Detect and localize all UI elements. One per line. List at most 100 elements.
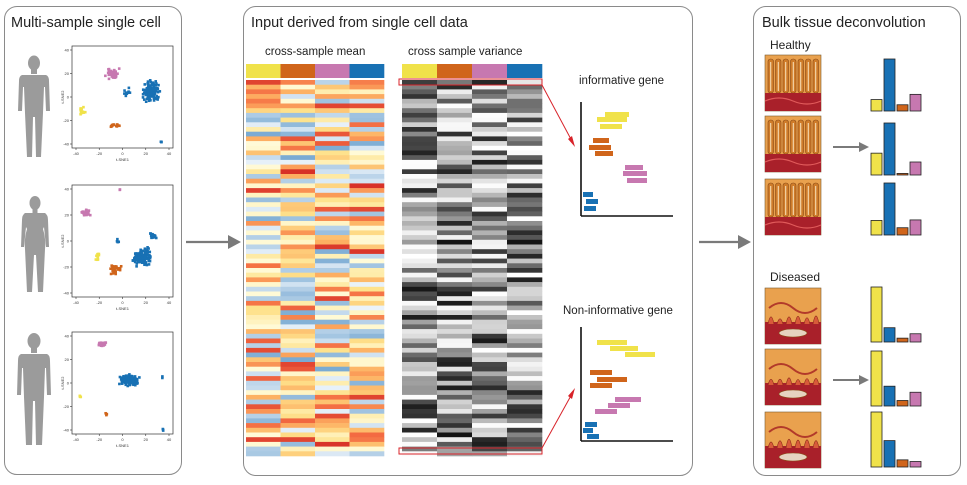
heatmap-cell <box>246 315 281 320</box>
heatmap-cell <box>402 371 438 377</box>
x-tick-label: 20 <box>144 437 149 442</box>
heatmap-cell <box>507 446 543 452</box>
heatmap-cell <box>472 216 508 222</box>
heatmap-cell <box>507 409 543 414</box>
scatter-point <box>152 96 156 100</box>
heatmap-cell <box>349 145 385 151</box>
deconvolution-bar <box>909 391 922 407</box>
heatmap-cell <box>315 89 350 95</box>
x-tick-label: 0 <box>121 300 124 305</box>
heatmap-cell <box>315 282 350 288</box>
heatmap-cell <box>349 94 385 100</box>
heatmap-cell <box>472 371 508 377</box>
scatter-point <box>146 246 149 249</box>
heatmap-cell <box>507 310 543 316</box>
heatmap-cell <box>315 258 350 264</box>
heatmap-cell <box>472 136 508 142</box>
connector-line <box>541 84 574 144</box>
deconvolution-bar <box>870 411 883 468</box>
scatter-point <box>131 376 134 379</box>
heatmap-cell <box>349 108 385 114</box>
heatmap-cell <box>402 258 438 264</box>
scatter-point <box>153 92 157 95</box>
heatmap-cell <box>246 103 281 109</box>
heatmap-cell <box>349 343 385 349</box>
heatmap-cell <box>349 174 385 179</box>
heatmap-cell <box>437 446 473 452</box>
heatmap-cell <box>349 347 385 353</box>
heatmap-cell <box>507 394 543 400</box>
deconvolution-bar <box>883 122 896 176</box>
scatter-point <box>152 94 156 98</box>
deconvolution-bar <box>896 400 909 407</box>
scatter-point <box>137 260 141 264</box>
x-tick-label: 20 <box>144 300 149 305</box>
heatmap-cell <box>472 174 508 179</box>
heatmap-cell <box>246 239 281 245</box>
heatmap-cell <box>507 221 543 226</box>
damaged-villus <box>776 318 784 325</box>
expression-bar <box>583 428 593 433</box>
tissue-fold <box>768 426 818 438</box>
heatmap-cell <box>472 268 508 273</box>
heatmap-cell <box>507 84 543 90</box>
heatmap-cell <box>437 352 473 358</box>
heatmap-cell <box>507 141 543 147</box>
heatmap-cell <box>507 268 543 273</box>
scatter-point <box>122 376 126 379</box>
heatmap-cell <box>315 192 350 198</box>
heatmap-cell <box>437 136 473 142</box>
heatmap-cell <box>349 206 385 212</box>
heatmap-cell <box>246 235 281 241</box>
heatmap-cell <box>349 188 385 194</box>
heatmap-cell <box>402 103 438 109</box>
scatter-point <box>137 256 141 259</box>
heatmap-cell <box>402 127 438 132</box>
scatter-point <box>141 249 144 253</box>
scatter-point <box>79 112 82 116</box>
deconvolution-bar <box>909 461 922 468</box>
heatmap-cell <box>280 202 316 208</box>
heatmap-cell <box>246 300 281 306</box>
scatter-point <box>148 84 152 87</box>
heatmap-cell <box>246 159 281 165</box>
scatter-point <box>104 74 107 78</box>
scatter-point <box>110 75 114 78</box>
heatmap-cell <box>349 291 385 297</box>
heatmap-cell <box>280 376 316 382</box>
heatmap-cell <box>280 150 316 156</box>
scatter-point <box>118 382 121 386</box>
heatmap-cell <box>349 122 385 128</box>
scatter-point <box>124 382 128 385</box>
heatmap-cell <box>280 197 316 203</box>
heatmap-cell <box>507 282 543 288</box>
heatmap-cell <box>437 277 473 283</box>
scatter-point <box>141 88 145 92</box>
heatmap-cell <box>349 98 385 104</box>
heatmap-cell <box>315 329 350 335</box>
heatmap-cell <box>437 244 473 250</box>
scatter-point <box>110 69 113 73</box>
heatmap-cell <box>280 268 316 273</box>
heatmap-cell <box>472 263 508 269</box>
scatter-point <box>146 82 149 85</box>
scatter-point <box>148 250 152 254</box>
heatmap-cell <box>472 300 508 306</box>
heatmap-cell <box>437 371 473 377</box>
heatmap-cell <box>507 122 543 128</box>
heatmap-cell <box>472 159 508 165</box>
heatmap-cell <box>437 329 473 335</box>
scatter-point <box>120 382 124 385</box>
heatmap-cell <box>315 366 350 372</box>
heatmap-cell <box>437 409 473 414</box>
heatmap-cell <box>472 202 508 208</box>
heatmap-cell <box>246 206 281 212</box>
heatmap-cell <box>437 150 473 156</box>
damaged-villus <box>776 378 784 386</box>
heatmap-cell <box>402 427 438 433</box>
heatmap-cell <box>507 136 543 142</box>
heatmap-cell <box>349 249 385 255</box>
heatmap-cell <box>349 239 385 245</box>
damaged-villus <box>812 440 820 449</box>
